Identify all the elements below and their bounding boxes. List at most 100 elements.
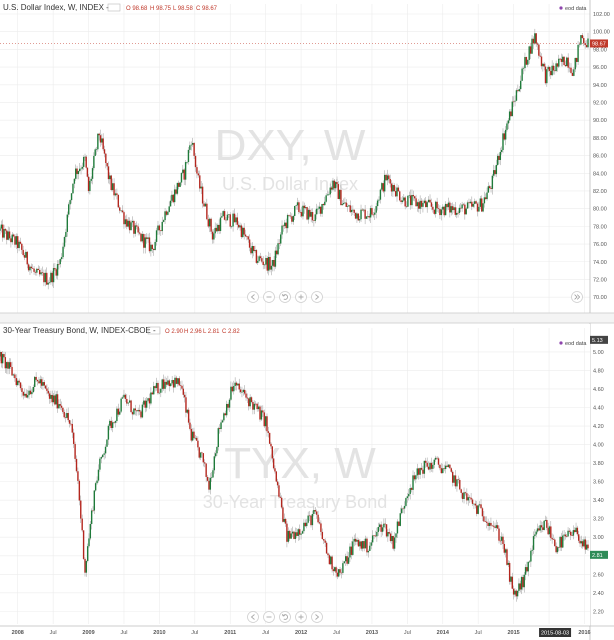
candle bbox=[425, 457, 427, 468]
candle bbox=[99, 456, 101, 472]
candle bbox=[517, 84, 519, 93]
candle bbox=[333, 179, 335, 192]
candle bbox=[443, 464, 445, 472]
candle bbox=[289, 212, 292, 219]
candle bbox=[318, 517, 321, 525]
tyx-zoom-in-button[interactable] bbox=[295, 611, 307, 623]
time-tick-label: Jul bbox=[50, 630, 57, 636]
candle bbox=[414, 195, 416, 202]
candle bbox=[571, 69, 574, 77]
candle bbox=[189, 141, 191, 154]
dxy-zoom-in-button[interactable] bbox=[295, 291, 307, 303]
candle bbox=[170, 383, 172, 387]
candle bbox=[140, 409, 142, 419]
candle bbox=[354, 212, 357, 220]
candle bbox=[128, 217, 131, 234]
candle bbox=[372, 212, 375, 218]
candle bbox=[186, 161, 188, 165]
tyx-scroll-left-button[interactable] bbox=[247, 611, 259, 623]
candle bbox=[524, 564, 527, 581]
candle bbox=[168, 378, 171, 392]
pane-separator[interactable] bbox=[0, 313, 614, 323]
candle bbox=[70, 420, 72, 426]
time-tick-label: 2014 bbox=[437, 630, 450, 636]
candle bbox=[100, 455, 103, 464]
candle bbox=[570, 63, 572, 74]
chevron-right-icon bbox=[315, 614, 320, 620]
candle bbox=[470, 492, 472, 503]
candle bbox=[552, 534, 555, 540]
candle bbox=[161, 378, 163, 393]
candle bbox=[43, 269, 45, 287]
candle bbox=[206, 198, 208, 221]
candle bbox=[439, 205, 441, 220]
dxy-plot-area[interactable] bbox=[0, 0, 590, 310]
candle bbox=[140, 233, 142, 243]
dxy-price-axis[interactable]: 70.00 72.00 74.00 76.00 78.00 80.00 82.00 84.00… bbox=[590, 12, 610, 301]
candle bbox=[162, 374, 165, 391]
candle bbox=[459, 477, 461, 491]
dxy-scroll-right-button[interactable] bbox=[311, 291, 323, 303]
candle bbox=[495, 519, 498, 531]
candle bbox=[560, 532, 563, 552]
candle bbox=[130, 219, 132, 231]
candle bbox=[143, 397, 145, 408]
candle bbox=[260, 405, 263, 422]
candle bbox=[472, 201, 474, 208]
candle bbox=[577, 40, 579, 66]
candle bbox=[227, 402, 229, 411]
candle bbox=[230, 225, 233, 229]
candle bbox=[221, 419, 224, 423]
candle bbox=[579, 536, 581, 547]
candle bbox=[9, 358, 12, 369]
tyx-reset-zoom-button[interactable] bbox=[279, 611, 291, 623]
candle bbox=[40, 376, 43, 389]
price-tag bbox=[590, 550, 608, 559]
candle bbox=[97, 133, 99, 152]
candle bbox=[218, 219, 220, 234]
candle bbox=[153, 381, 155, 395]
candle bbox=[131, 410, 134, 420]
candle bbox=[532, 531, 535, 554]
candle bbox=[491, 174, 494, 195]
tyx-zoom-out-button[interactable] bbox=[263, 611, 275, 623]
tyx-pane[interactable]: TYX, W 30-Year Treasury Bond 30-Year Tre… bbox=[0, 324, 590, 626]
candle bbox=[550, 66, 552, 79]
candle bbox=[481, 506, 484, 522]
candle bbox=[460, 488, 462, 499]
dxy-pane[interactable]: DXY, W U.S. Dollar Index U.S. Dollar Ind… bbox=[0, 0, 590, 314]
candle bbox=[252, 400, 254, 415]
candle bbox=[249, 394, 251, 410]
candle bbox=[8, 358, 10, 375]
candle bbox=[568, 62, 571, 73]
tyx-settings-box[interactable] bbox=[147, 326, 161, 335]
candle bbox=[246, 235, 248, 241]
dxy-settings-box[interactable] bbox=[107, 3, 121, 12]
dxy-reset-zoom-button[interactable] bbox=[279, 291, 291, 303]
dxy-zoom-out-button[interactable] bbox=[263, 291, 275, 303]
candle bbox=[475, 199, 477, 205]
candle bbox=[238, 378, 240, 393]
tyx-price-axis[interactable]: 2.202.402.602.803.003.203.403.603.804.00… bbox=[590, 335, 608, 616]
candle bbox=[388, 174, 390, 183]
candle bbox=[284, 517, 287, 527]
dxy-scroll-left-button[interactable] bbox=[247, 291, 259, 303]
candle bbox=[369, 205, 372, 224]
candle bbox=[25, 249, 27, 258]
time-axis[interactable]: 2008 Jul 2009 Jul 2010 Jul 2011 Jul 2012 Jul 2013 J… bbox=[12, 628, 591, 637]
candle bbox=[499, 147, 502, 166]
candle bbox=[330, 555, 332, 566]
candle bbox=[167, 375, 169, 386]
candle bbox=[469, 199, 472, 204]
candle bbox=[63, 235, 66, 249]
dxy-jump-end-button[interactable] bbox=[571, 291, 583, 303]
tyx-scroll-right-button[interactable] bbox=[311, 611, 323, 623]
candle bbox=[199, 452, 202, 461]
candle bbox=[21, 243, 23, 254]
candle bbox=[6, 229, 8, 245]
candle bbox=[534, 28, 536, 46]
candle bbox=[232, 210, 234, 232]
candle bbox=[393, 532, 396, 552]
candle bbox=[55, 391, 57, 409]
